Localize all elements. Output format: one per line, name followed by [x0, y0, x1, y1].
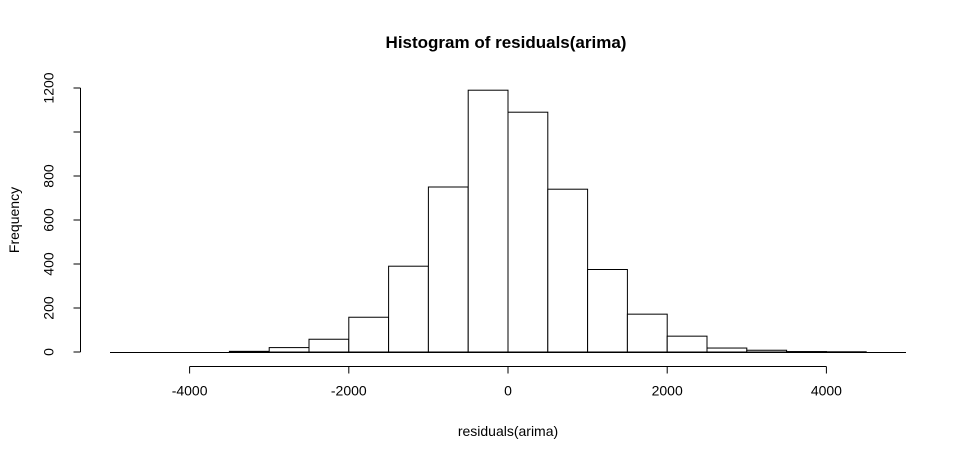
histogram-bar [706, 347, 748, 353]
histogram-bar [547, 188, 589, 353]
y-tick-label: 0 [41, 348, 57, 356]
x-tick-label: 4000 [811, 383, 842, 399]
histogram-bar [268, 347, 310, 353]
histogram-bar [348, 316, 390, 353]
y-tick-label: 400 [41, 252, 57, 276]
histogram-bar [626, 313, 668, 353]
x-axis: -4000 -2000 0 2000 4000 [172, 366, 842, 399]
histogram-bar [467, 89, 509, 353]
histogram-bar [388, 265, 429, 353]
histogram-bar [746, 349, 788, 353]
y-axis-label: Frequency [6, 187, 22, 253]
histogram-bars [110, 89, 906, 353]
y-tick-label: 1200 [41, 72, 57, 103]
chart-title: Histogram of residuals(arima) [386, 33, 627, 52]
x-axis-label: residuals(arima) [458, 423, 558, 439]
y-tick-label: 800 [41, 164, 57, 188]
histogram-bar [308, 338, 350, 353]
histogram-bar [228, 350, 270, 353]
x-tick-label: -4000 [172, 383, 208, 399]
y-axis: 0 200 400 600 800 1200 [41, 72, 81, 356]
histogram-bar [507, 111, 549, 353]
y-tick-label: 200 [41, 296, 57, 320]
histogram-bar [666, 335, 708, 353]
y-tick-label: 600 [41, 208, 57, 232]
histogram-bar [427, 186, 469, 353]
x-tick-label: -2000 [331, 383, 367, 399]
x-tick-label: 0 [504, 383, 512, 399]
histogram-bar [587, 269, 628, 353]
x-tick-label: 2000 [652, 383, 683, 399]
